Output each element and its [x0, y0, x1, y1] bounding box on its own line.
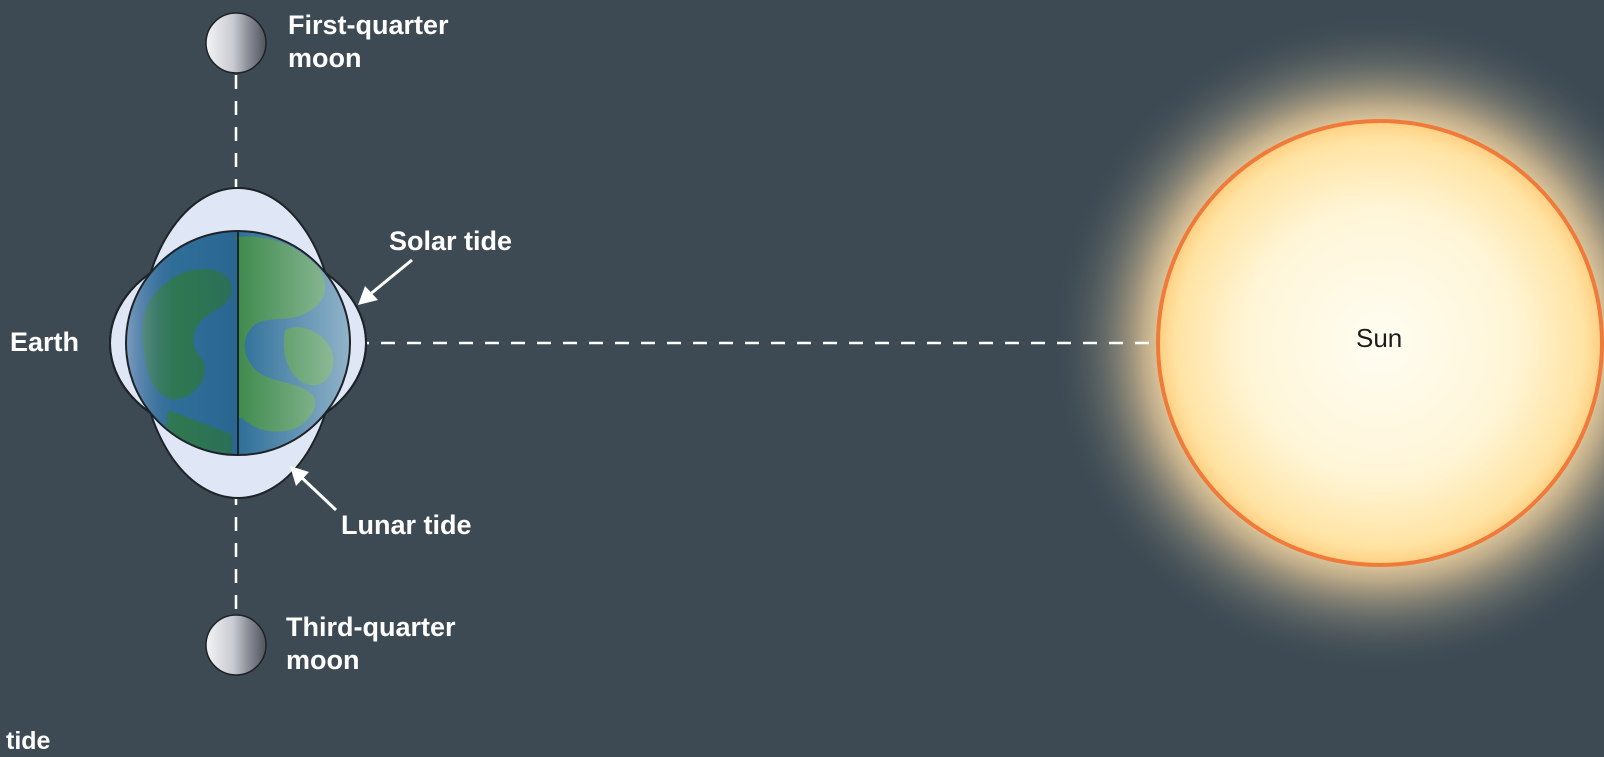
earth-label: Earth — [10, 327, 79, 357]
lunar-tide-arrow — [290, 466, 338, 512]
first-quarter-label-line2: moon — [288, 43, 362, 73]
bottom-fragment-label: tide — [6, 727, 51, 755]
sun-label: Sun — [1356, 323, 1402, 353]
third-quarter-moon — [205, 614, 267, 676]
solar-tide-label: Solar tide — [389, 226, 512, 256]
first-quarter-label-line1: First-quarter — [288, 10, 449, 40]
earth — [125, 230, 351, 456]
third-quarter-label-line1: Third-quarter — [286, 612, 456, 642]
third-quarter-label-line2: moon — [286, 645, 360, 675]
sun — [1050, 13, 1604, 673]
lunar-tide-label: Lunar tide — [341, 510, 472, 540]
sun-disc — [1156, 119, 1604, 567]
first-quarter-moon — [205, 12, 267, 74]
solar-tide-arrow — [358, 258, 413, 305]
